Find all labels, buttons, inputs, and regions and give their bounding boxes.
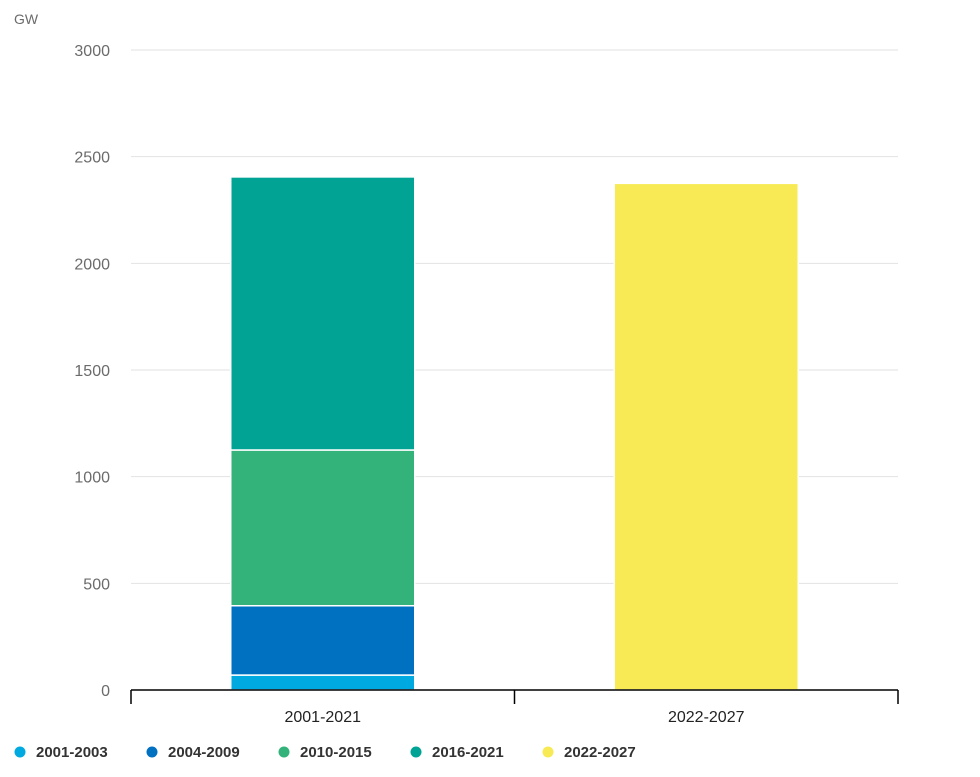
legend-label: 2016-2021	[432, 744, 504, 761]
y-tick-label: 3000	[74, 43, 110, 60]
y-tick-label: 1500	[74, 363, 110, 380]
x-category-label: 2022-2027	[668, 709, 745, 726]
legend-label: 2004-2009	[168, 744, 240, 761]
legend-marker	[542, 746, 554, 758]
legend-label: 2001-2003	[36, 744, 108, 761]
y-axis-unit-label: GW	[14, 11, 39, 27]
bar-segment-2010-2015-2001-2021	[230, 449, 416, 607]
x-category-label: 2001-2021	[284, 709, 361, 726]
legend: 2001-2003 2004-2009 2010-2015 2016-2021 2022…	[14, 744, 636, 761]
bar-segment-2004-2009-2001-2021	[230, 604, 416, 676]
bar-segment-2022-2027-2022-2027	[613, 182, 799, 691]
y-tick-label: 2500	[74, 150, 110, 167]
y-tick-label: 1000	[74, 470, 110, 487]
legend-marker	[146, 746, 158, 758]
legend-marker	[14, 746, 26, 758]
bar-segment-2016-2021-2001-2021	[230, 176, 416, 451]
y-tick-label: 500	[83, 576, 110, 593]
legend-marker	[278, 746, 290, 758]
legend-marker	[410, 746, 422, 758]
legend-label: 2010-2015	[300, 744, 372, 761]
y-tick-label: 2000	[74, 256, 110, 273]
y-axis-ticks: 0 500 1000 1500 2000 2500 3000	[74, 43, 110, 700]
bars	[230, 176, 799, 691]
y-tick-label: 0	[101, 683, 110, 700]
x-axis: 2001-2021 2022-2027	[130, 689, 899, 726]
bar-segment-2001-2003-2001-2021	[230, 674, 416, 691]
legend-label: 2022-2027	[564, 744, 636, 761]
